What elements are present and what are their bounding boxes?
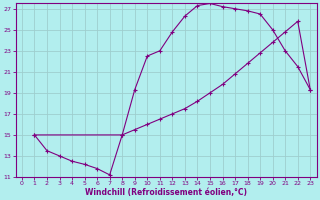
X-axis label: Windchill (Refroidissement éolien,°C): Windchill (Refroidissement éolien,°C) [85, 188, 247, 197]
